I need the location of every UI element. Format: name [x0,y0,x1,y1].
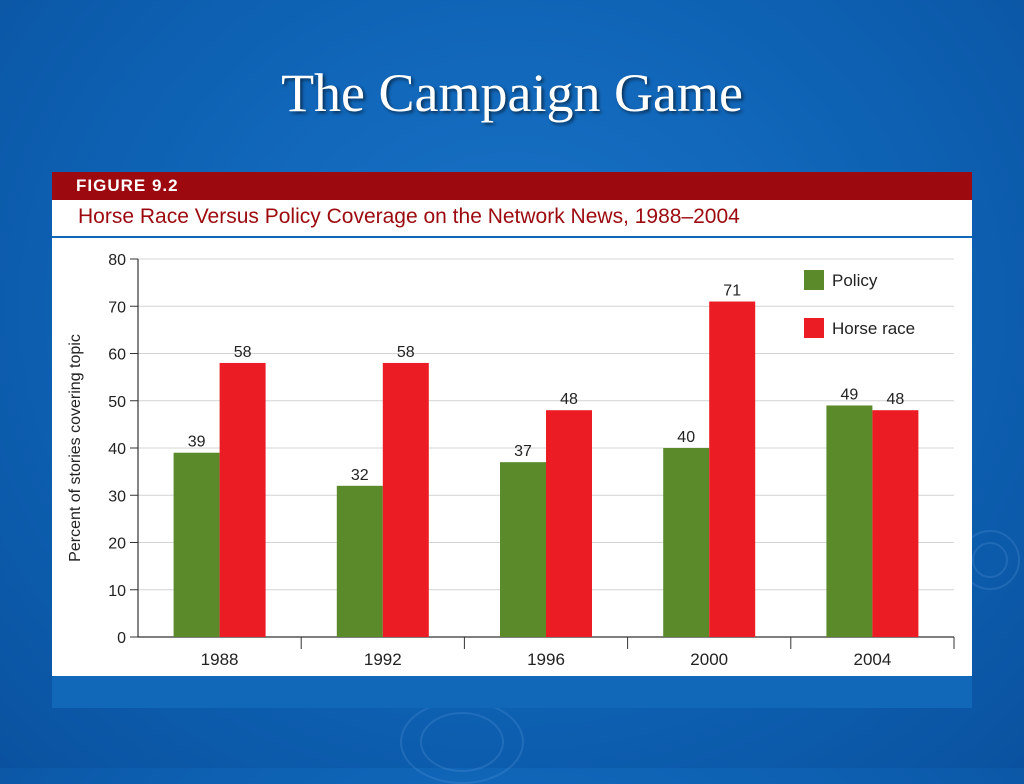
x-tick-label: 2004 [853,650,891,669]
x-tick-label: 2000 [690,650,728,669]
data-label: 39 [188,434,206,451]
data-label: 58 [397,344,415,361]
bar-horse-race [219,362,266,637]
bar-chart: 0 10 20 30 40 50 60 70 80 Percent of stories cove… [67,252,955,669]
bar-policy [173,452,220,637]
figure-panel: FIGURE 9.2 Horse Race Versus Policy Cove… [52,172,972,708]
data-label: 48 [560,391,578,408]
x-tick-label: 1988 [201,650,239,669]
bar-horse-race [546,410,592,637]
data-label: 49 [841,386,859,403]
x-tick-label: 1996 [527,650,565,669]
y-tick-label: 60 [108,347,126,364]
bar-horse-race [709,301,756,637]
y-axis-label: Percent of stories covering topic [67,334,84,562]
figure-title: Horse Race Versus Policy Coverage on the… [78,205,740,228]
bar-policy [826,405,873,637]
bar-horse-race [382,362,429,637]
ripple-decoration [972,542,1008,578]
data-label: 37 [514,443,532,460]
y-tick-label: 0 [117,630,126,647]
y-tick-label: 50 [108,394,126,411]
y-tick-label: 10 [108,583,126,600]
y-tick-label: 20 [108,536,126,553]
figure-label: FIGURE 9.2 [76,176,179,195]
chart-area: 0 10 20 30 40 50 60 70 80 Percent of stories cove… [52,238,972,676]
y-tick-label: 30 [108,488,126,505]
y-tick-label: 80 [108,252,126,269]
legend-label: Policy [832,271,878,290]
legend-swatch [804,318,824,338]
data-label: 58 [234,344,252,361]
legend-swatch [804,270,824,290]
legend-label: Horse race [832,319,915,338]
data-label: 40 [677,429,695,446]
figure-title-bar: Horse Race Versus Policy Coverage on the… [52,200,972,236]
bar-horse-race [872,410,919,637]
data-label: 32 [351,467,369,484]
data-label: 71 [723,283,741,300]
y-tick-label: 40 [108,441,126,458]
bar-policy [500,462,546,637]
bar-policy [336,485,383,637]
data-label: 48 [887,391,905,408]
x-tick-label: 1992 [364,650,402,669]
figure-header: FIGURE 9.2 [52,172,972,200]
y-tick-label: 70 [108,299,126,316]
ripple-decoration [420,712,504,772]
bar-policy [663,448,710,637]
slide-title: The Campaign Game [281,63,743,123]
